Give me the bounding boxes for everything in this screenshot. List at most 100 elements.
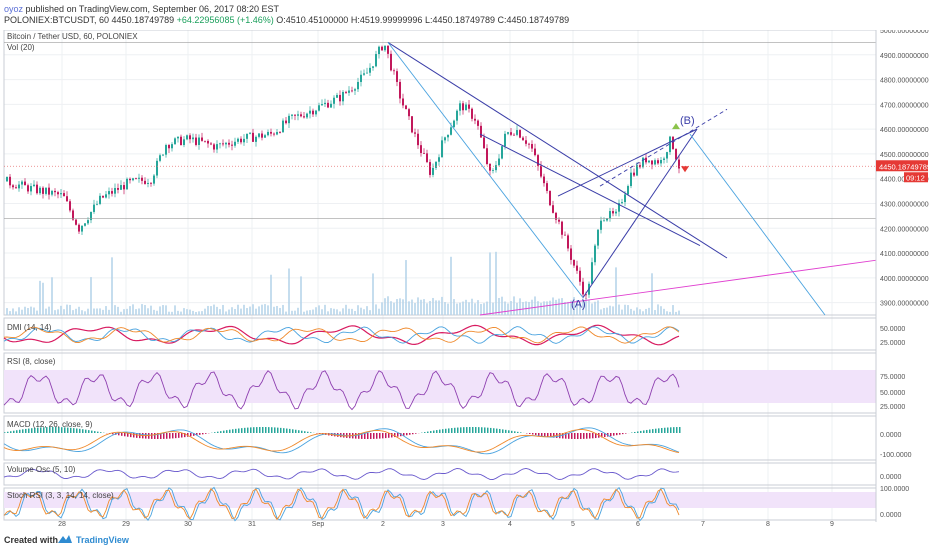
time-tick-label: 31 <box>248 521 256 528</box>
indicator-tick-label: 25.0000 <box>880 404 905 411</box>
volume-bar <box>441 296 443 315</box>
macd-histogram-bar <box>247 427 249 433</box>
candle-body <box>111 191 113 194</box>
volume-bar <box>477 300 479 315</box>
candle-body <box>366 72 368 74</box>
candle-body <box>630 172 632 187</box>
macd-histogram-bar <box>385 433 387 439</box>
candle-body <box>519 130 521 138</box>
volume-bar <box>417 297 419 315</box>
candle-body <box>441 140 443 158</box>
candle-body <box>297 114 299 116</box>
volume-bar <box>414 303 416 315</box>
macd-histogram-bar <box>454 427 456 433</box>
macd-histogram-bar <box>37 427 39 433</box>
volume-bar <box>354 310 356 315</box>
wedge-projection-line <box>599 108 728 187</box>
candle-body <box>249 132 251 134</box>
macd-histogram-bar <box>586 433 588 439</box>
volume-bar <box>369 310 371 315</box>
volume-bar <box>465 299 467 315</box>
candle-body <box>183 139 185 146</box>
candle-body <box>264 135 266 138</box>
volume-bar <box>126 308 128 315</box>
pane-frame <box>3 415 877 461</box>
candle-body <box>69 201 71 211</box>
candle-body <box>543 176 545 184</box>
chart-canvas[interactable]: (A) (B) 5000.00000000 4900.00000000 4800.00… <box>0 30 932 530</box>
candle-body <box>567 235 569 249</box>
candle-body <box>597 229 599 246</box>
volume-bar <box>420 299 422 315</box>
candle-body <box>75 219 77 225</box>
macd-histogram-bar <box>232 429 234 433</box>
candle-body <box>594 245 596 263</box>
volume-bar <box>201 311 203 315</box>
candle-body <box>471 108 473 119</box>
volume-bar <box>177 310 179 315</box>
macd-histogram-bar <box>649 429 651 433</box>
macd-histogram-bar <box>100 432 102 433</box>
indicator-tick-label: 75.0000 <box>880 374 905 381</box>
pane-frame <box>3 462 877 486</box>
macd-histogram-bar <box>634 431 636 433</box>
volume-bar <box>600 309 602 315</box>
volume-bar <box>549 300 551 315</box>
candle-body <box>288 115 290 124</box>
stoch-rsi-label: Stoch RSI (3, 3, 14, 14, close) <box>7 491 114 500</box>
candle-body <box>117 188 119 190</box>
price-change: +64.22956085 (+1.46%) <box>176 15 274 25</box>
macd-histogram-bar <box>241 428 243 433</box>
macd-histogram-bar <box>250 427 252 433</box>
candle-body <box>174 138 176 145</box>
volume-bar <box>435 300 437 315</box>
macd-histogram-bar <box>532 433 534 435</box>
channel-upper-line <box>387 41 728 259</box>
volume-bar <box>144 305 146 315</box>
macd-histogram-bar <box>238 428 240 433</box>
volume-bar <box>198 311 200 315</box>
volume-bar <box>243 304 245 315</box>
candle-body <box>153 175 155 184</box>
candle-body <box>210 143 212 145</box>
macd-histogram-bar <box>445 428 447 433</box>
author-name[interactable]: oyoz <box>4 4 24 14</box>
candle-body <box>456 110 458 121</box>
close-value: C:4450.18749789 <box>497 15 570 25</box>
candle-body <box>612 211 614 214</box>
open-value: O:4510.45100000 <box>276 15 349 25</box>
candle-body <box>510 132 512 135</box>
volume-bar <box>615 267 617 315</box>
candle-body <box>408 109 410 117</box>
volume-bar <box>654 310 656 315</box>
tradingview-brand[interactable]: TradingView <box>76 535 129 545</box>
candle-body <box>162 154 164 156</box>
candle-body <box>150 182 152 184</box>
up-arrow-icon <box>672 123 680 130</box>
candle-body <box>195 137 197 145</box>
macd-histogram-bar <box>487 427 489 433</box>
candle-body <box>261 133 263 138</box>
candle-body <box>33 184 35 187</box>
candle-body <box>564 234 566 236</box>
volume-bar <box>537 301 539 315</box>
volume-bar <box>270 274 272 315</box>
volume-bar <box>147 308 149 315</box>
drawing-tools: (A) (B) <box>4 41 929 316</box>
candle-body <box>516 130 518 135</box>
candle-body <box>48 187 50 195</box>
candle-body <box>492 170 494 171</box>
candle-body <box>258 133 260 137</box>
macd-histogram-bar <box>46 427 48 433</box>
candle-body <box>54 190 56 193</box>
macd-histogram-bar <box>460 427 462 433</box>
volume-bar <box>474 303 476 315</box>
volume-bar <box>156 310 158 315</box>
volume-bar <box>279 307 281 315</box>
volume-bar <box>540 302 542 315</box>
candle-body <box>585 294 587 296</box>
macd-histogram-bar <box>679 427 681 433</box>
candle-body <box>621 202 623 204</box>
macd-histogram-bar <box>220 431 222 433</box>
volume-bar <box>645 308 647 315</box>
